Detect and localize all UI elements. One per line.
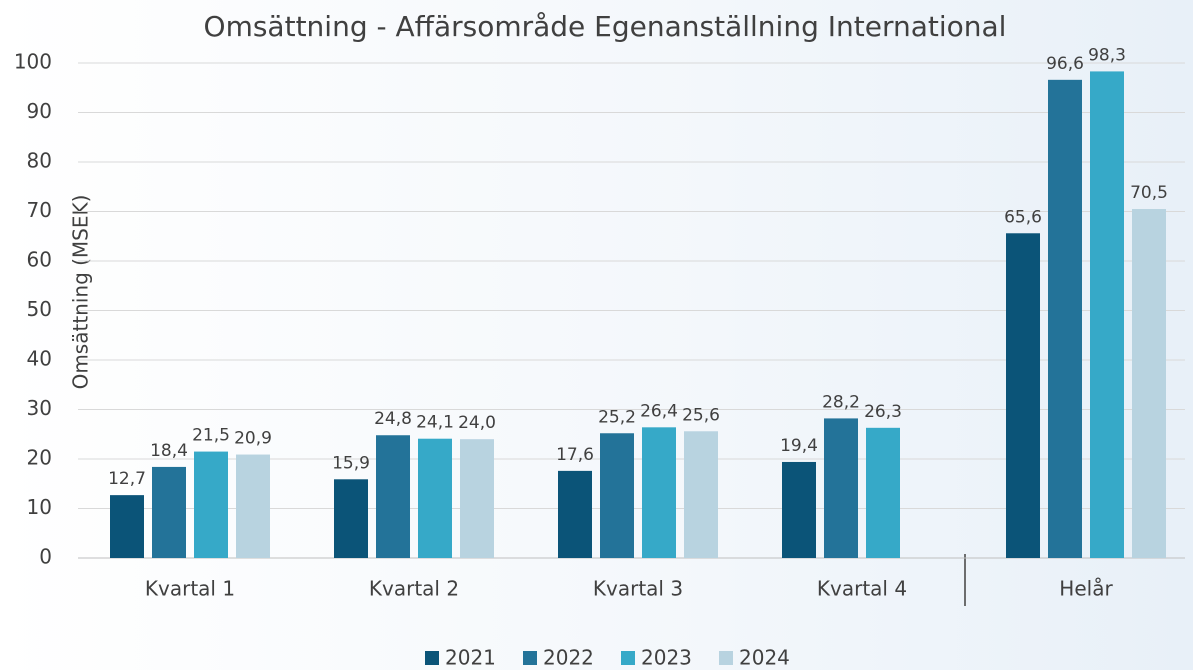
- bar: [1048, 79, 1082, 558]
- legend-label: 2022: [543, 646, 594, 670]
- legend-swatch: [719, 651, 733, 665]
- y-tick-label: 80: [27, 149, 52, 173]
- data-label: 12,7: [108, 469, 146, 489]
- data-label: 96,6: [1046, 54, 1084, 74]
- bar: [236, 454, 270, 558]
- bar: [600, 433, 634, 558]
- data-label: 21,5: [192, 426, 230, 446]
- y-axis-label: Omsättning (MSEK): [69, 195, 93, 390]
- data-label: 24,0: [458, 413, 496, 433]
- legend-swatch: [425, 651, 439, 665]
- data-label: 24,8: [374, 409, 412, 429]
- data-label: 98,3: [1088, 45, 1126, 65]
- data-label: 25,2: [598, 407, 636, 427]
- bar: [460, 439, 494, 558]
- bar: [782, 461, 816, 558]
- bar: [110, 495, 144, 558]
- y-tick-label: 50: [27, 297, 52, 321]
- data-label: 24,1: [416, 413, 454, 433]
- data-label: 70,5: [1130, 183, 1168, 203]
- legend-label: 2023: [641, 646, 692, 670]
- y-tick-label: 70: [27, 198, 52, 222]
- data-label: 18,4: [150, 441, 188, 461]
- data-label: 26,4: [640, 401, 678, 421]
- x-tick-label: Helår: [1059, 577, 1113, 601]
- y-tick-label: 20: [27, 446, 52, 470]
- data-label: 26,3: [864, 402, 902, 422]
- data-label: 20,9: [234, 429, 272, 449]
- data-label: 19,4: [780, 436, 818, 456]
- bar: [1090, 71, 1124, 558]
- y-tick-label: 40: [27, 347, 52, 371]
- data-label: 65,6: [1004, 207, 1042, 227]
- bar: [194, 451, 228, 558]
- data-label: 17,6: [556, 445, 594, 465]
- bar: [1006, 233, 1040, 558]
- chart-title: Omsättning - Affärsområde Egenanställnin…: [204, 10, 1007, 43]
- bar: [684, 431, 718, 558]
- y-tick-label: 30: [27, 396, 52, 420]
- x-tick-label: Kvartal 2: [369, 577, 459, 601]
- bar: [1132, 209, 1166, 558]
- data-label: 15,9: [332, 453, 370, 473]
- bar: [334, 479, 368, 558]
- data-label: 28,2: [822, 392, 860, 412]
- x-tick-label: Kvartal 3: [593, 577, 683, 601]
- x-tick-label: Kvartal 1: [145, 577, 235, 601]
- y-tick-label: 10: [27, 495, 52, 519]
- bar: [376, 435, 410, 558]
- bar: [152, 466, 186, 558]
- bar: [558, 470, 592, 558]
- bar: [418, 438, 452, 558]
- bar: [824, 418, 858, 558]
- y-tick-label: 60: [27, 248, 52, 272]
- y-tick-label: 100: [14, 50, 52, 74]
- legend-swatch: [523, 651, 537, 665]
- x-tick-label: Kvartal 4: [817, 577, 907, 601]
- legend-label: 2024: [739, 646, 790, 670]
- y-tick-label: 0: [39, 545, 52, 569]
- data-label: 25,6: [682, 405, 720, 425]
- bar: [642, 427, 676, 558]
- legend-label: 2021: [445, 646, 496, 670]
- legend-swatch: [621, 651, 635, 665]
- y-tick-label: 90: [27, 99, 52, 123]
- bar: [866, 427, 900, 558]
